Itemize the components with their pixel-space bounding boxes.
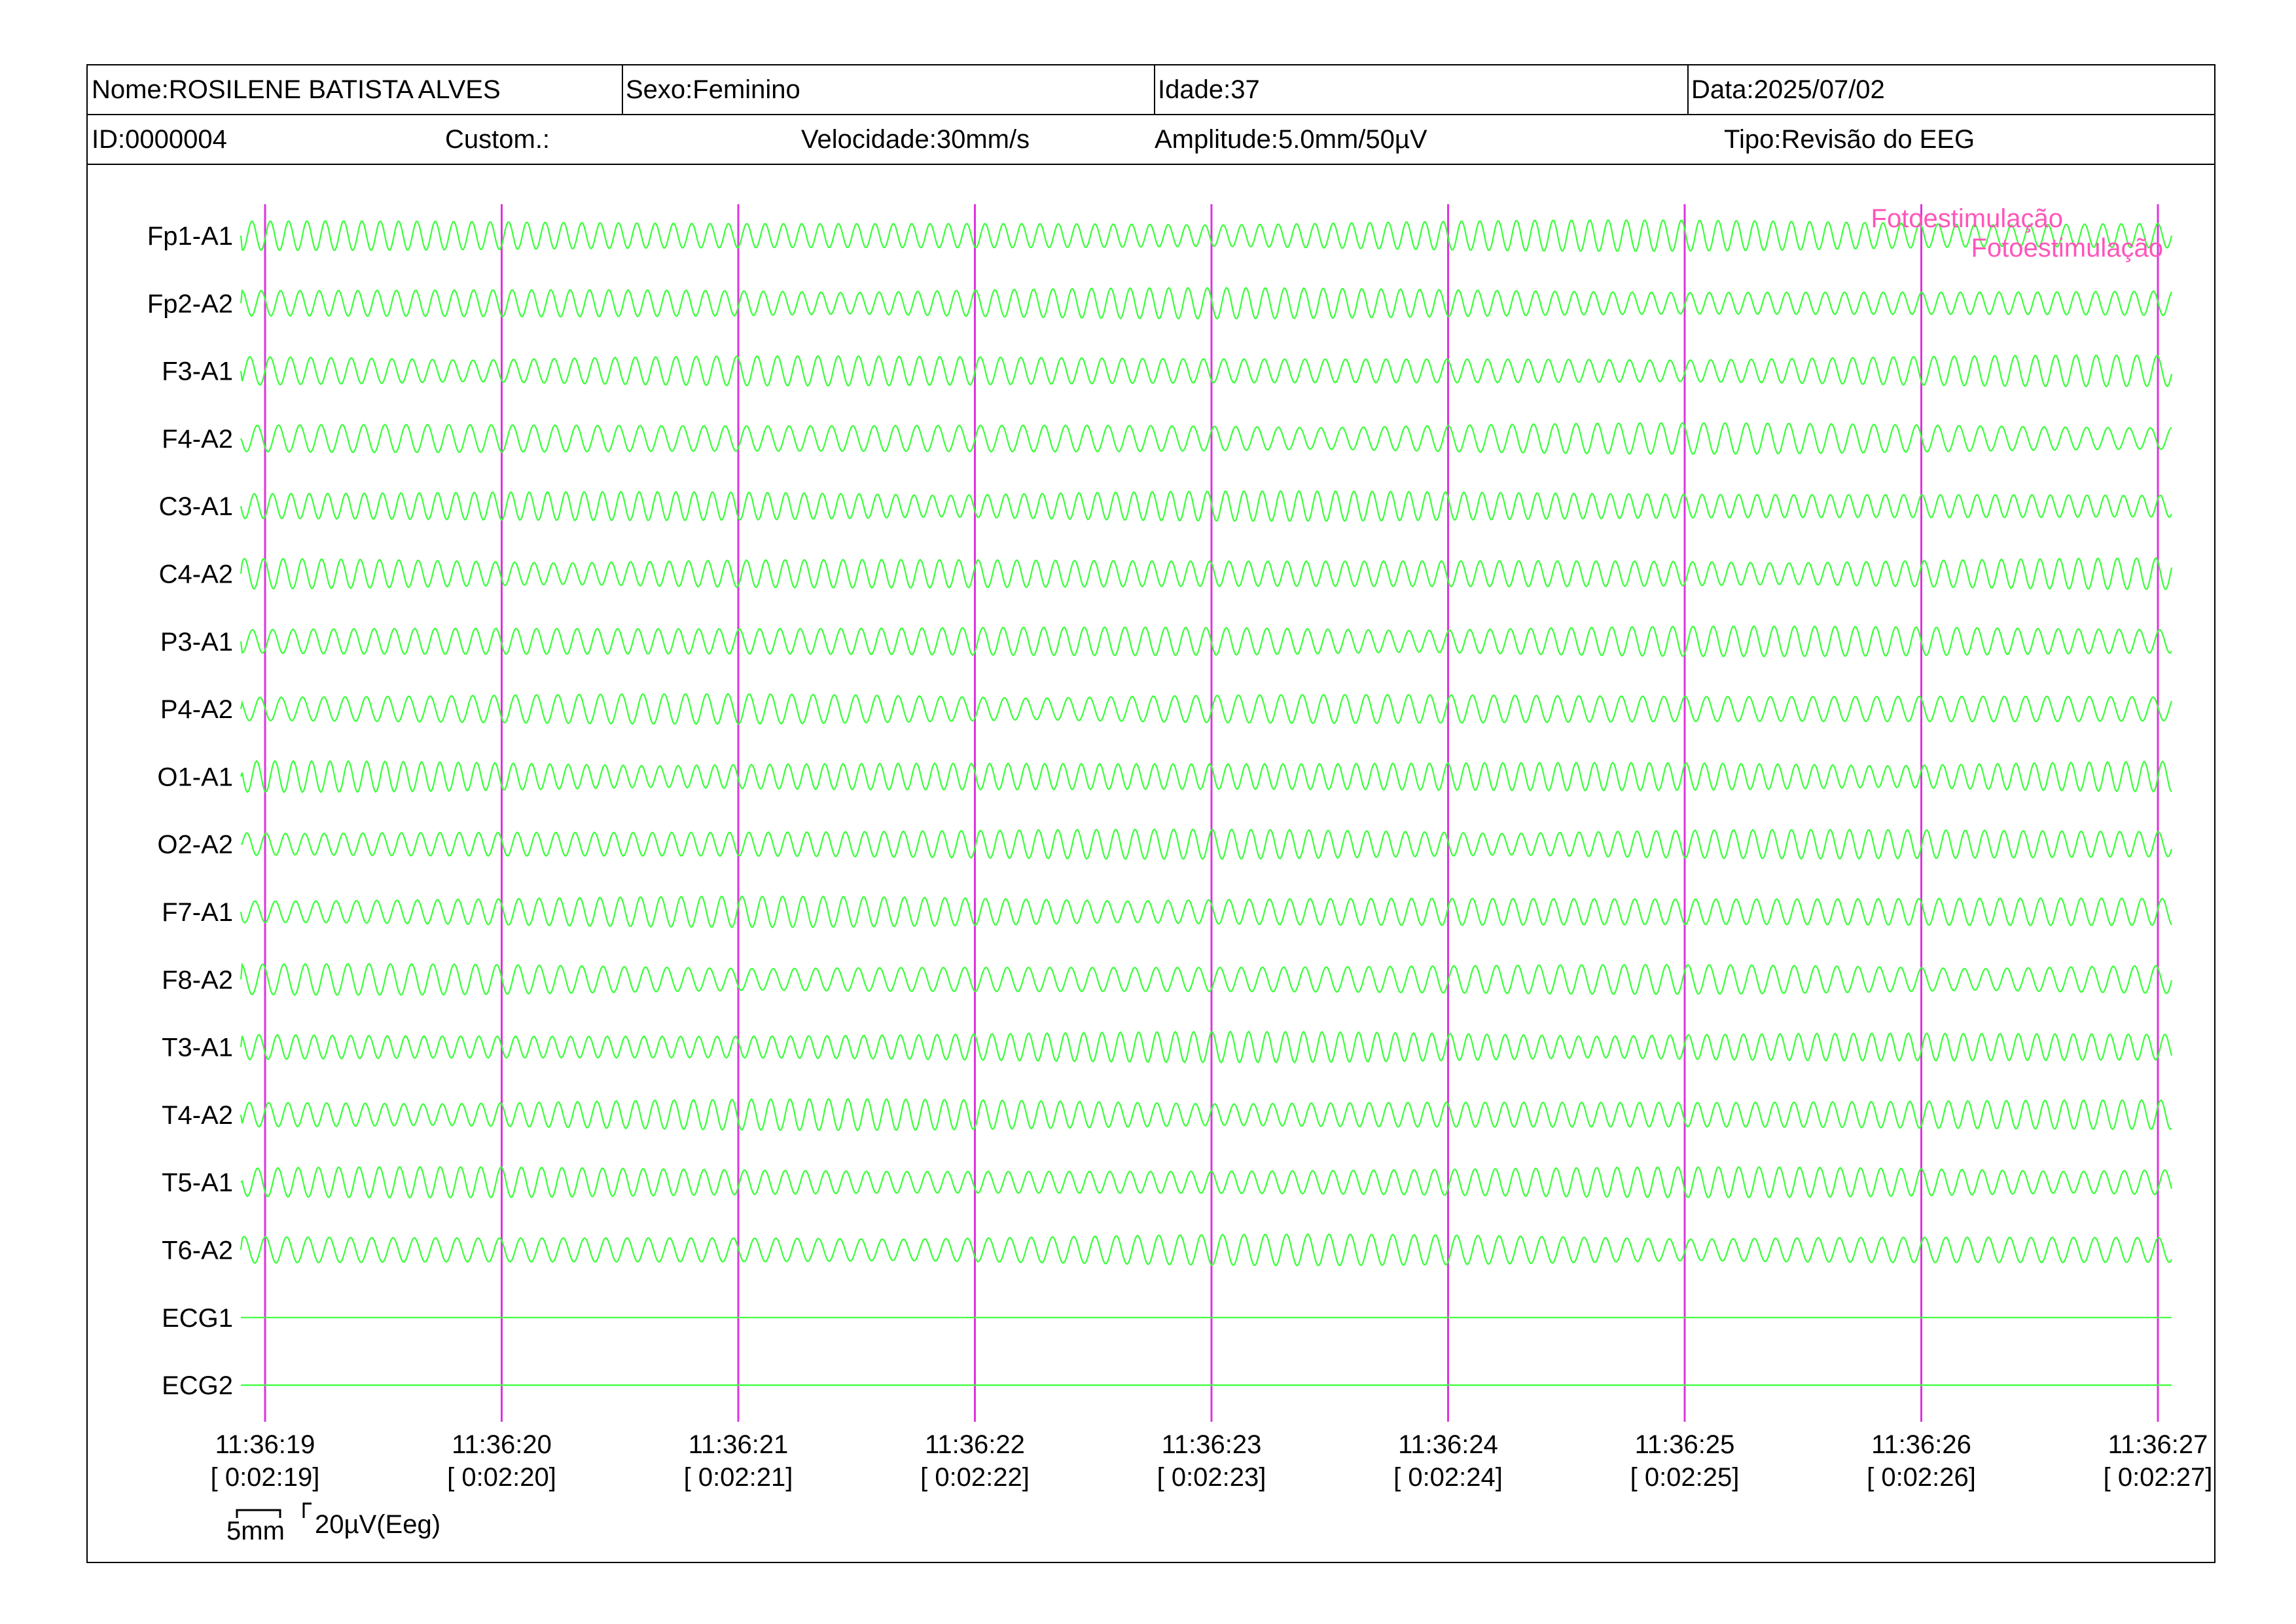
channel-trace	[240, 490, 2172, 522]
clock-time-label: 11:36:19	[215, 1430, 315, 1459]
patient-name: Nome:ROSILENE BATISTA ALVES	[92, 75, 501, 104]
channel-label: P4-A2	[160, 695, 233, 724]
clock-time-label: 11:36:26	[1871, 1430, 1971, 1459]
exam-type: Tipo:Revisão do EEG	[1724, 124, 1975, 154]
exam-date: Data:2025/07/02	[1687, 65, 1885, 114]
channel-trace	[240, 287, 2173, 320]
time-scale-bracket	[236, 1509, 281, 1518]
channel-trace	[240, 1030, 2173, 1064]
channel-label: F3-A1	[162, 357, 233, 386]
event-annotations: Fotoestimulação Fotoestimulação	[1871, 204, 2163, 262]
elapsed-time-label: [ 0:02:25]	[1630, 1463, 1740, 1492]
amplitude-scale-label: 20µV(Eeg)	[315, 1510, 440, 1539]
clock-time-label: 11:36:24	[1398, 1430, 1498, 1459]
channel-trace	[240, 1166, 2173, 1199]
clock-time-label: 11:36:22	[925, 1430, 1025, 1459]
channel-label: O1-A1	[157, 763, 233, 791]
channel-trace	[240, 625, 2172, 658]
channel-label: Fp2-A2	[147, 289, 233, 318]
channel-label: T5-A1	[162, 1168, 233, 1197]
channel-trace	[240, 557, 2173, 590]
clock-time-label: 11:36:21	[689, 1430, 789, 1459]
channel-trace	[240, 219, 2173, 252]
channel-label: O2-A2	[157, 831, 233, 859]
patient-header-row: Nome:ROSILENE BATISTA ALVES Sexo:Feminin…	[88, 65, 2214, 115]
clock-time-label: 11:36:25	[1635, 1430, 1735, 1459]
channel-trace	[240, 962, 2173, 996]
channel-label: ECG1	[162, 1304, 233, 1333]
clock-time-label: 11:36:23	[1162, 1430, 1262, 1459]
elapsed-time-label: [ 0:02:27]	[2104, 1463, 2213, 1492]
channel-label: C3-A1	[159, 492, 233, 521]
photostim-annotation-1: Fotoestimulação	[1871, 204, 2063, 233]
channel-label: ECG2	[162, 1371, 233, 1400]
time-labels: 11:36:19 [ 0:02:19] 11:36:20 [ 0:02:20] 11:3…	[211, 1430, 2213, 1492]
channel-traces	[240, 219, 2173, 1386]
elapsed-time-label: [ 0:02:23]	[1157, 1463, 1266, 1492]
paper-speed: Velocidade:30mm/s	[801, 124, 1030, 154]
amplitude-setting: Amplitude:5.0mm/50µV	[1155, 124, 1427, 154]
channel-trace	[240, 828, 2173, 861]
elapsed-time-label: [ 0:02:20]	[447, 1463, 556, 1492]
channel-trace	[240, 759, 2172, 793]
amplitude-scale-bracket	[302, 1502, 312, 1518]
time-scale-label: 5mm	[226, 1517, 285, 1545]
channel-label: F4-A2	[162, 425, 233, 454]
clock-time-label: 11:36:27	[2108, 1430, 2208, 1459]
clock-time-label: 11:36:20	[452, 1430, 552, 1459]
elapsed-time-label: [ 0:02:22]	[920, 1463, 1030, 1492]
elapsed-time-label: [ 0:02:24]	[1393, 1463, 1503, 1492]
channel-label: Fp1-A1	[147, 222, 233, 251]
scale-bar: 5mm 20µV(Eeg)	[226, 1502, 440, 1545]
patient-age: Idade:37	[1154, 65, 1260, 114]
exam-settings-row: ID:0000004 Custom.: Velocidade:30mm/s Am…	[88, 115, 2214, 165]
channel-label: T3-A1	[162, 1034, 233, 1062]
channel-trace	[240, 1233, 2172, 1267]
patient-sex: Sexo:Feminino	[622, 65, 800, 114]
report-frame: Nome:ROSILENE BATISTA ALVES Sexo:Feminin…	[86, 64, 2215, 1563]
photostim-annotation-2: Fotoestimulação	[1971, 234, 2163, 262]
channel-label: T6-A2	[162, 1236, 233, 1265]
time-markers	[264, 204, 2159, 1422]
elapsed-time-label: [ 0:02:26]	[1867, 1463, 1976, 1492]
patient-id: ID:0000004	[92, 124, 227, 154]
channel-label: C4-A2	[159, 560, 233, 589]
channel-trace	[240, 1098, 2172, 1132]
channel-label: F8-A2	[162, 965, 233, 994]
channel-trace	[240, 354, 2173, 388]
channel-trace	[240, 895, 2172, 929]
channel-label: T4-A2	[162, 1101, 233, 1130]
channel-label: F7-A1	[162, 898, 233, 927]
channel-label: P3-A1	[160, 628, 233, 657]
elapsed-time-label: [ 0:02:19]	[211, 1463, 320, 1492]
elapsed-time-label: [ 0:02:21]	[684, 1463, 793, 1492]
channel-trace	[240, 693, 2173, 725]
custom-field: Custom.:	[445, 124, 550, 154]
channel-labels: Fp1-A1 Fp2-A2 F3-A1 F4-A2 C3-A1 C4-A2 P3-A1 P4-…	[147, 222, 233, 1400]
channel-trace	[240, 422, 2172, 456]
